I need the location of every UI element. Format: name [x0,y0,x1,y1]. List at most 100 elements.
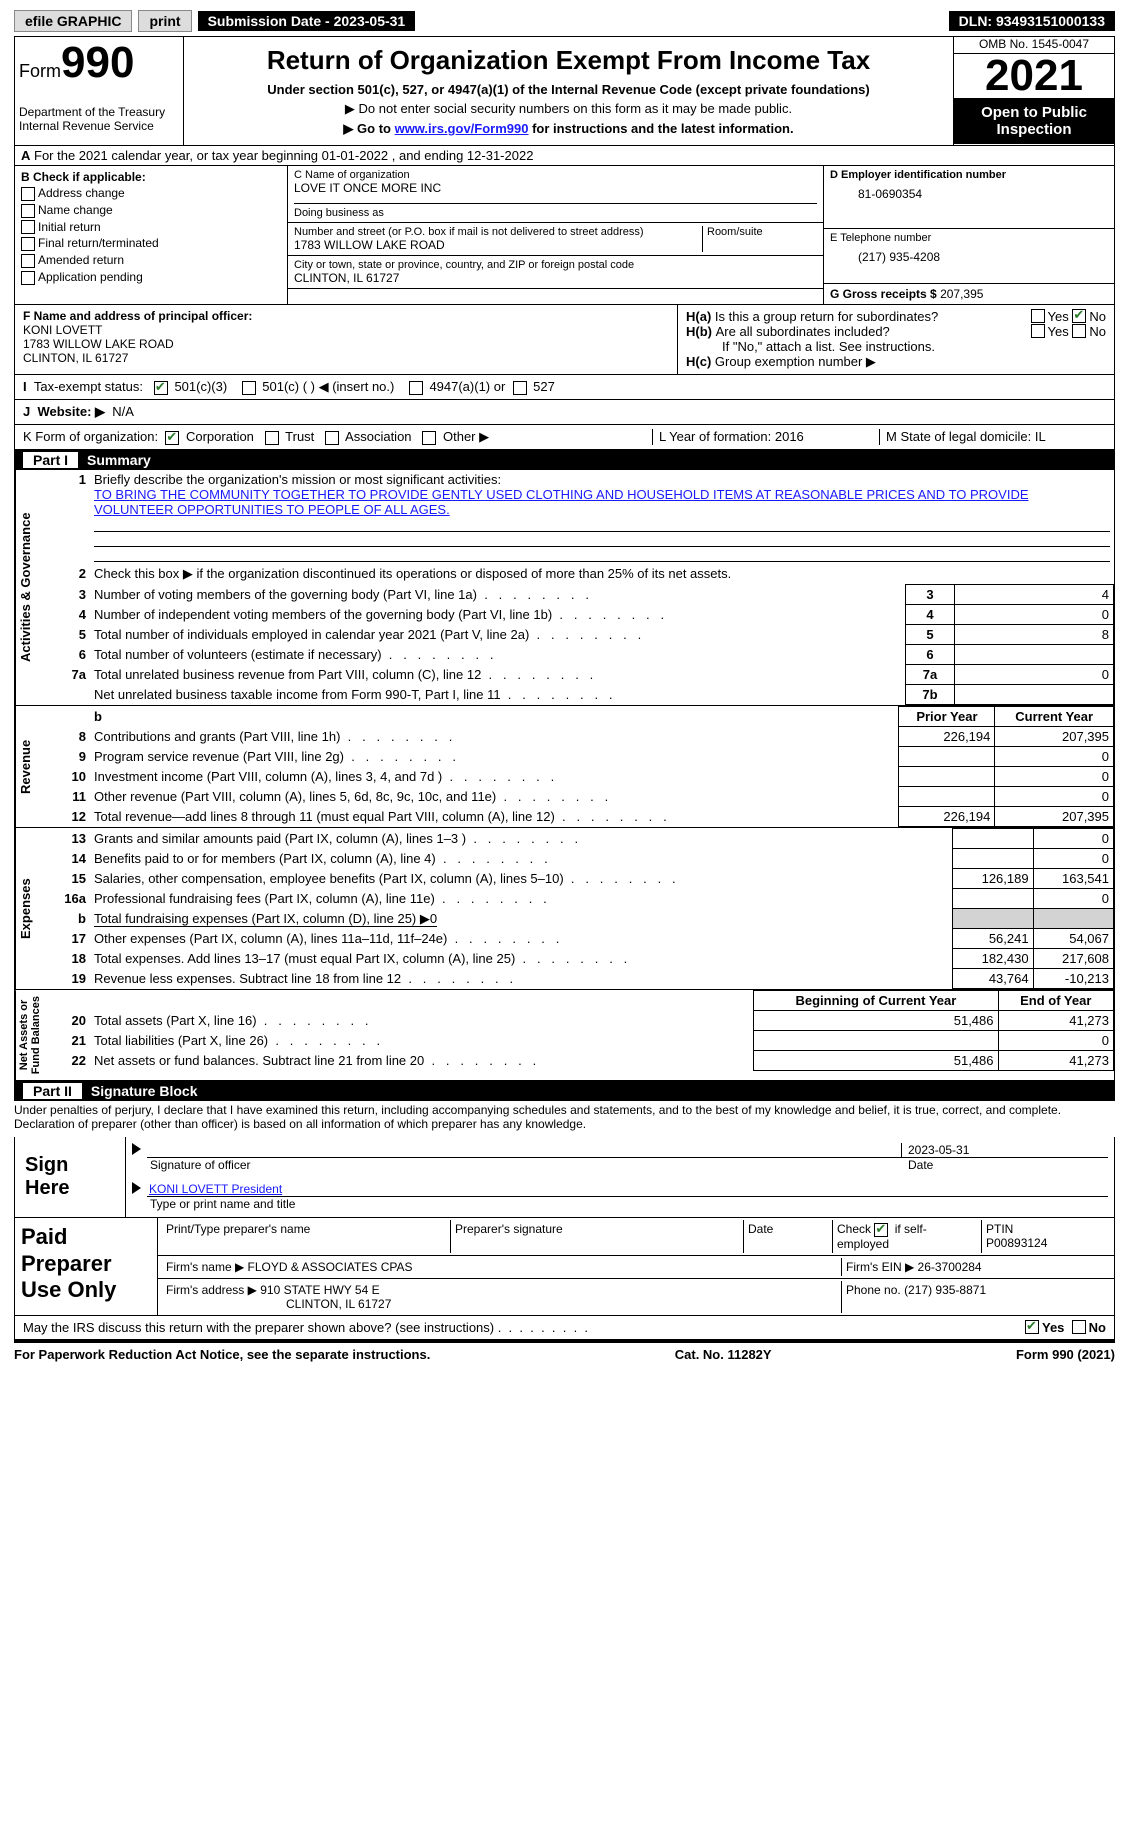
irs-link[interactable]: www.irs.gov/Form990 [395,121,529,136]
row-text: Grants and similar amounts paid (Part IX… [90,829,953,849]
pname-lbl: Print/Type preparer's name [162,1220,451,1253]
cb-assoc[interactable] [325,431,339,445]
ptin-lbl: PTIN [986,1222,1013,1236]
opt-initial: Initial return [38,220,101,234]
cb-501c[interactable] [242,381,256,395]
m-state: M State of legal domicile: IL [879,429,1106,445]
cb-corp[interactable] [165,431,179,445]
d-lbl: D Employer identification number [830,169,1108,181]
ha-yes: Yes [1048,309,1069,324]
prior-val: 51,486 [754,1051,998,1071]
sign-here: Sign Here [15,1137,126,1217]
k-o3: Association [345,429,411,444]
right-box: OMB No. 1545-0047 2021 Open to Public In… [954,37,1114,145]
pdate-lbl: Date [744,1220,833,1253]
row-text: Net assets or fund balances. Subtract li… [90,1051,754,1071]
row-num: 19 [46,969,90,989]
i-o2: 501(c) ( ) ◀ (insert no.) [262,379,394,394]
header-title-cell: Return of Organization Exempt From Incom… [184,37,954,145]
row-text: Revenue less expenses. Subtract line 18 … [90,969,953,989]
row-num: 15 [46,869,90,889]
curr-val: 0 [998,1031,1114,1051]
mission: TO BRING THE COMMUNITY TOGETHER TO PROVI… [94,487,1110,517]
row-box: 7b [906,685,955,705]
row-num: 7a [46,665,90,685]
prior-val [953,889,1033,909]
prior-grey [953,909,1033,929]
cb-final[interactable] [21,237,35,251]
curr-val: 207,395 [995,807,1114,827]
firmein-lbl: Firm's EIN ▶ [846,1260,914,1274]
warn-ssn: Do not enter social security numbers on … [359,101,793,116]
footer-mid: Cat. No. 11282Y [675,1347,772,1362]
row-text: Salaries, other compensation, employee b… [90,869,953,889]
side-revenue: Revenue [15,706,46,827]
row-num: 18 [46,949,90,969]
form-number: 990 [61,38,134,87]
hb-no: No [1089,324,1106,339]
cb-discuss-no[interactable] [1072,1320,1086,1334]
row-num: 13 [46,829,90,849]
row-num: 10 [46,767,90,787]
ha-no: No [1089,309,1106,324]
row-text: Total assets (Part X, line 16) . . . . .… [90,1011,754,1031]
cb-hb-no[interactable] [1072,324,1086,338]
l1: Briefly describe the organization's miss… [94,472,501,487]
part1-no: Part I [22,451,79,469]
curr-val: 0 [995,747,1114,767]
discuss-yes: Yes [1042,1320,1064,1335]
cb-address-change[interactable] [21,187,35,201]
row-text: Benefits paid to or for members (Part IX… [90,849,953,869]
side-expenses: Expenses [15,828,46,989]
print-btn[interactable]: print [138,10,191,32]
cb-other[interactable] [422,431,436,445]
cb-self-employed[interactable] [874,1223,888,1237]
cb-4947[interactable] [409,381,423,395]
date-lbl: Date [902,1158,1108,1172]
cb-ha-yes[interactable] [1031,309,1045,323]
sigoff-lbl: Signature of officer [132,1158,902,1172]
tri-icon [132,1143,141,1155]
row-text: Number of voting members of the governin… [90,585,906,605]
typed-lbl: Type or print name and title [132,1197,1108,1211]
i-o3: 4947(a)(1) or [429,379,505,394]
curr-val: 0 [1033,889,1113,909]
k-o2: Trust [285,429,314,444]
row-box: 3 [906,585,955,605]
e-lbl: E Telephone number [830,232,1108,244]
row-box: 6 [906,645,955,665]
row-box: 5 [906,625,955,645]
begin-year-hdr: Beginning of Current Year [754,991,998,1011]
row-val: 0 [955,605,1114,625]
cb-501c3[interactable] [154,381,168,395]
check-self: Check if self-employed [837,1222,927,1251]
cb-amended[interactable] [21,254,35,268]
cb-trust[interactable] [265,431,279,445]
c-name-lbl: C Name of organization [294,169,817,181]
curr-val: 41,273 [998,1011,1114,1031]
row-num: 6 [46,645,90,665]
cb-name-change[interactable] [21,204,35,218]
paid-preparer: Paid Preparer Use Only [15,1218,158,1315]
cb-discuss-yes[interactable] [1025,1320,1039,1334]
row-val: 0 [955,665,1114,685]
firmaddr-lbl: Firm's address ▶ [166,1283,257,1297]
cb-527[interactable] [513,381,527,395]
cb-initial[interactable] [21,220,35,234]
form-id-cell: Form990 Department of the Treasury Inter… [15,37,184,145]
cb-hb-yes[interactable] [1031,324,1045,338]
row-text: Total number of individuals employed in … [90,625,906,645]
g-lbl: G Gross receipts $ [830,287,937,301]
row-text: Investment income (Part VIII, column (A)… [90,767,899,787]
opt-name: Name change [38,203,113,217]
gross-receipts: 207,395 [940,287,983,301]
cb-ha-no[interactable] [1072,309,1086,323]
cb-app-pending[interactable] [21,271,35,285]
hb-lbl: Are all subordinates included? [716,324,1031,339]
footer-right: Form 990 (2021) [1016,1347,1115,1362]
ptin-val: P00893124 [986,1236,1047,1250]
form-label: Form [19,61,61,81]
opt-address: Address change [38,186,125,200]
psig-lbl: Preparer's signature [451,1220,744,1253]
row-num: 22 [46,1051,90,1071]
